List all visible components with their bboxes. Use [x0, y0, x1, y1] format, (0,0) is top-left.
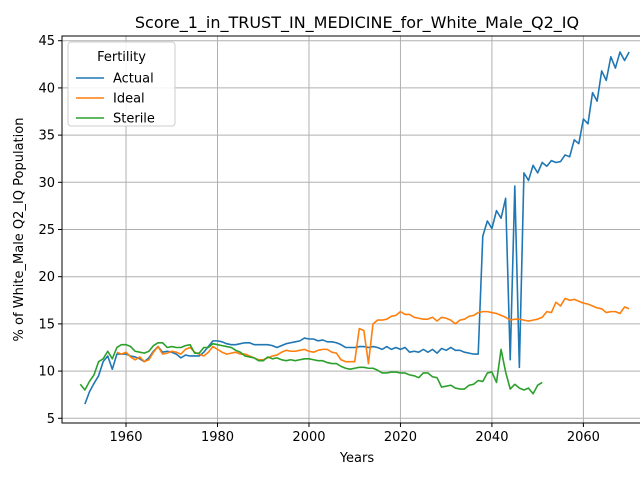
y-axis-ticks: 5 10 15 20 25 30 35 40 45 [38, 34, 62, 427]
x-tick-label: 2060 [567, 430, 600, 445]
y-axis-label: % of White_Male Q2_IQ Population [12, 118, 27, 342]
legend: Fertility Actual Ideal Sterile [67, 41, 176, 127]
y-tick-label: 40 [38, 81, 55, 96]
series-line-sterile [79, 341, 543, 395]
legend-label-sterile: Sterile [113, 112, 155, 127]
y-tick-label: 35 [38, 129, 55, 144]
legend-label-actual: Actual [113, 72, 154, 87]
x-axis-ticks: 1960 1980 2000 2020 2040 2060 [109, 423, 600, 445]
chart-title: Score_1_in_TRUST_IN_MEDICINE_for_White_M… [135, 13, 579, 33]
x-tick-label: 1960 [109, 430, 142, 445]
legend-title: Fertility [97, 50, 146, 65]
x-tick-label: 2000 [292, 430, 325, 445]
legend-label-ideal: Ideal [113, 92, 145, 107]
y-tick-label: 10 [38, 365, 55, 380]
y-tick-label: 25 [38, 223, 55, 238]
legend-box [67, 41, 176, 127]
series-line-ideal [116, 297, 630, 365]
x-tick-label: 2020 [384, 430, 417, 445]
grid [62, 36, 640, 423]
y-tick-label: 15 [38, 317, 55, 332]
x-tick-label: 1980 [201, 430, 234, 445]
x-axis-label: Years [339, 451, 375, 466]
x-tick-label: 2040 [475, 430, 508, 445]
series-lines [79, 51, 630, 405]
y-tick-label: 45 [38, 34, 55, 49]
y-tick-label: 20 [38, 270, 55, 285]
y-tick-label: 30 [38, 176, 55, 191]
y-tick-label: 5 [47, 412, 55, 427]
